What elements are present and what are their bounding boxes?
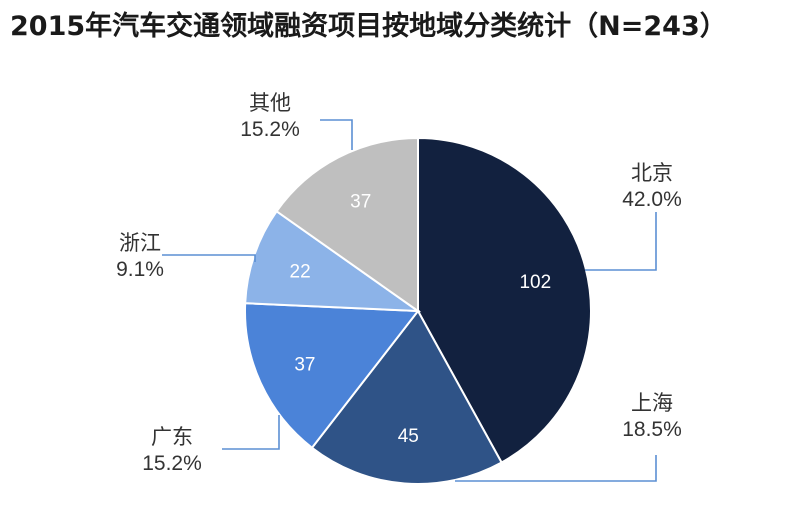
slice-name-label-5: 其他: [249, 92, 291, 115]
chart-title: 2015年汽车交通领域融资项目按地域分类统计（N=243）: [10, 11, 727, 42]
leader-line-1: [585, 212, 657, 271]
slice-percent-label-2: 18.5%: [622, 418, 682, 441]
pie-slice-3: [244, 302, 420, 450]
leader-line-5: [320, 119, 353, 150]
slice-percent-label-3: 15.2%: [142, 452, 202, 475]
slice-name-label-1: 北京: [631, 162, 673, 185]
slice-value-label-2: 45: [398, 426, 419, 447]
pie-slice-1: [417, 136, 592, 464]
slice-name-label-2: 上海: [631, 392, 673, 415]
leader-line-3: [222, 415, 280, 450]
slice-name-label-3: 广东: [151, 426, 193, 449]
slice-value-label-1: 102: [519, 272, 551, 293]
pie-slice-5: [275, 136, 419, 313]
slice-value-label-3: 37: [294, 354, 315, 375]
pie-slice-2: [310, 309, 503, 485]
slice-value-label-4: 22: [290, 262, 311, 283]
leader-line-4: [162, 254, 256, 262]
leader-line-2: [455, 455, 657, 482]
slice-percent-label-1: 42.0%: [622, 188, 682, 211]
slice-percent-label-4: 9.1%: [116, 258, 164, 281]
slice-name-label-4: 浙江: [119, 232, 161, 255]
slice-value-label-5: 37: [350, 191, 371, 212]
slice-percent-label-5: 15.2%: [240, 118, 300, 141]
